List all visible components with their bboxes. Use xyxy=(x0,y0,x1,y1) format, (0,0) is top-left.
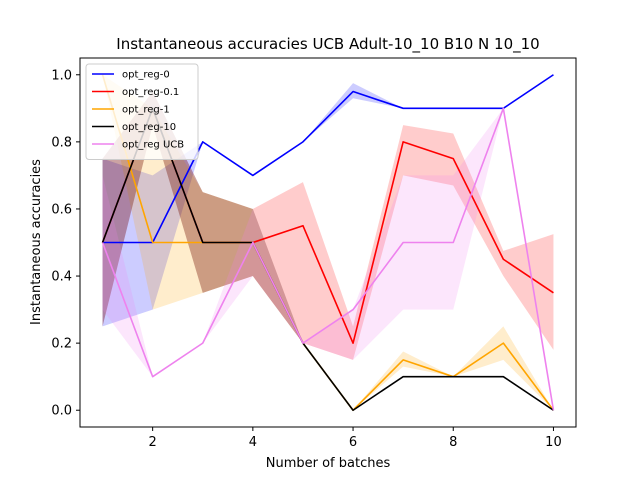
legend-box xyxy=(85,63,199,160)
series-lines xyxy=(101,74,555,412)
series-line-4 xyxy=(101,107,555,411)
x-tick-label: 2 xyxy=(149,435,157,450)
chart-title: Instantaneous accuracies UCB Adult-10_10… xyxy=(116,35,539,54)
y-tick-label: 0.4 xyxy=(51,270,72,285)
x-tick-label: 6 xyxy=(349,435,357,450)
y-tick-label: 0.8 xyxy=(51,135,72,150)
legend: opt_reg-0 opt_reg-0.1 opt_reg-1 opt_reg-10o… xyxy=(85,63,199,160)
legend-label-3: opt_reg-10 xyxy=(122,122,176,133)
legend-label-2: opt_reg-1 xyxy=(122,105,170,116)
plot-frame xyxy=(79,57,577,428)
x-tick-label: 8 xyxy=(449,435,457,450)
x-tick-label: 4 xyxy=(249,435,257,450)
confidence-band-1 xyxy=(102,91,554,360)
y-axis-label: Instantaneous accuracies xyxy=(29,159,44,325)
series-line-3 xyxy=(101,107,554,412)
confidence-band-4 xyxy=(102,108,554,411)
legend-label-0: opt_reg-0 xyxy=(122,70,170,81)
y-tick-label: 0.2 xyxy=(51,337,72,352)
legend-label-4: opt_reg UCB xyxy=(122,140,184,151)
x-tick-label: 10 xyxy=(545,435,562,450)
x-axis-label: Number of batches xyxy=(266,456,391,471)
series-line-0 xyxy=(102,74,554,244)
legend-label-1: opt_reg-0.1 xyxy=(122,87,179,98)
y-tick-label: 1.0 xyxy=(51,68,72,83)
y-tick-label: 0.6 xyxy=(51,202,72,217)
axis-ticks: 2 4 6 8 10 0.0 0.2 0.4 0.6 0.8 1.0 xyxy=(51,68,561,450)
confidence-band-0 xyxy=(102,74,554,327)
y-tick-label: 0.0 xyxy=(51,404,72,419)
